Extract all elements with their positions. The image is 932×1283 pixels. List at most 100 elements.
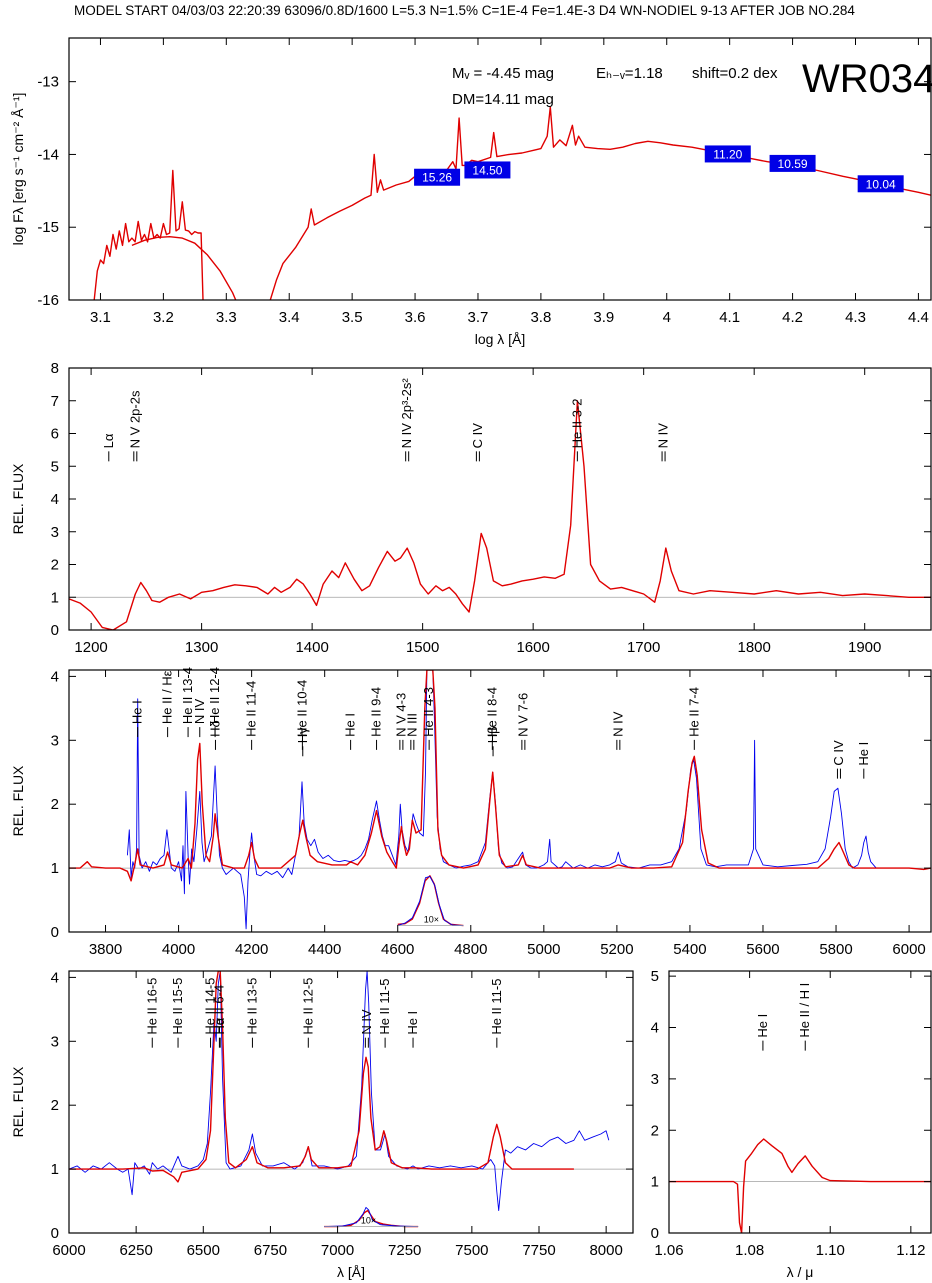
uv-ytick-label-2: 2 [51,557,59,574]
optical-xtick-label-2: 4200 [235,941,268,958]
optical-xtick-label-5: 4800 [454,941,487,958]
mag-label-1: 14.50 [472,163,502,177]
optical-ytick-label-4: 4 [51,668,59,685]
ir-ytick-label-0: 0 [651,1225,659,1242]
sed-series-0 [93,169,204,300]
ir-ytick-label-1: 1 [651,1174,659,1191]
sed-xtick-label-9: 4 [663,309,671,326]
red-line-label-8: He II 11-5 [377,979,392,1035]
optical-xtick-label-1: 4000 [162,941,195,958]
red-xlabel: λ [Å] [337,1264,365,1280]
ir-series-0 [669,1138,931,1233]
sed-series-1 [131,236,237,300]
mag-label-2: 11.20 [713,147,742,161]
optical-inset-label: 10× [424,915,439,925]
sed-ytick-label-0: -13 [37,74,59,91]
ir-ytick-label-4: 4 [651,1020,659,1037]
ir-xtick-label-1: 1.08 [735,1242,764,1259]
optical-xtick-label-0: 3800 [89,941,122,958]
red-ytick-label-4: 4 [51,969,59,986]
sed-xlabel: log λ [Å] [475,331,526,347]
optical-ylabel: REL. FLUX [10,765,26,836]
red-line-label-2: He II 14-5 [203,978,218,1035]
red-ytick-label-2: 2 [51,1097,59,1114]
ir-line-label-0: He I [755,1014,770,1038]
sed-series-2 [269,106,931,300]
uv-panel: 1200 1300 1400 1500 1600 1700 1800 1900 0 1 2 3 4 5 6 7… [10,360,932,656]
optical-line-label-18: He II 7-4 [686,687,701,737]
red-xtick-label-7: 7750 [522,1242,555,1259]
mag-box-1 [464,161,511,179]
optical-line-label-14: He II 8-4 [484,687,499,737]
uv-ytick-label-7: 7 [51,393,59,410]
uv-xtick-label-6: 1800 [737,639,770,656]
optical-xtick-label-7: 5200 [600,941,633,958]
uv-line-label-2: N IV 2p³-2s² [399,378,414,449]
uv-xtick-label-5: 1700 [627,639,660,656]
ir-xlabel: λ / μ [787,1264,814,1280]
optical-line-label-4: He II 12-4 [207,667,222,724]
optical-xtick-label-4: 4600 [381,941,414,958]
optical-line-label-7: He II 10-4 [294,680,309,737]
ir-xtick-label-0: 1.06 [654,1242,683,1259]
uv-ytick-label-0: 0 [51,622,59,639]
red-xtick-label-2: 6500 [187,1242,220,1259]
optical-line-label-6: He II 11-4 [244,681,259,737]
dm-text: DM=14.11 mag [452,91,554,108]
red-xtick-label-1: 6250 [119,1242,152,1259]
sed-xtick-label-0: 3.1 [90,309,111,326]
optical-ytick-label-2: 2 [51,796,59,813]
sed-panel: 3.1 3.2 3.3 3.4 3.5 3.6 3.7 3.8 3.9 4 4.1 4.2 4.3 4.4… [10,37,932,347]
optical-ytick-label-3: 3 [51,732,59,749]
sed-xtick-label-6: 3.7 [468,309,489,326]
ir-ytick-label-2: 2 [651,1122,659,1139]
uv-line-label-0: Lα [101,433,116,448]
red-series-1 [69,971,574,1183]
uv-line-label-4: He II 3-2 [569,398,584,448]
uv-ytick-label-4: 4 [51,491,59,508]
mv-text: Mᵥ = -4.45 mag [452,65,554,82]
mag-label-3: 10.59 [778,157,808,171]
ir-line-label-1: He II / H I [797,983,812,1038]
red-xtick-label-8: 8000 [589,1242,622,1259]
sed-xtick-label-13: 4.4 [908,309,929,326]
ir-axes-frame [668,970,932,1234]
uv-line-label-1: N V 2p-2s [127,390,142,448]
optical-xtick-label-9: 5600 [746,941,779,958]
optical-series-3 [397,875,464,927]
optical-line-label-16: N V 7-6 [515,693,530,737]
uv-xtick-label-4: 1600 [516,639,549,656]
mag-label-4: 10.04 [866,177,896,191]
red-line-label-1: He II 15-5 [170,978,185,1035]
red-line-label-10: He II 11-5 [489,979,504,1035]
sed-xtick-label-3: 3.4 [279,309,300,326]
uv-xtick-label-7: 1900 [848,639,881,656]
red-panel: 10× 6000 6250 6500 6750 7000 7250 7500 7750 8000 0… [10,969,634,1280]
red-ytick-label-0: 0 [51,1225,59,1242]
sed-xtick-label-7: 3.8 [530,309,551,326]
ir-ytick-label-5: 5 [651,968,659,985]
optical-line-label-12: N III [404,713,419,737]
red-xtick-label-0: 6000 [52,1242,85,1259]
sed-xtick-label-5: 3.6 [405,309,426,326]
red-xtick-label-6: 7500 [455,1242,488,1259]
red-line-label-4: Hα [212,1017,227,1034]
sed-ylabel: log Fλ [erg s⁻¹ cm⁻² Å⁻¹] [10,93,26,246]
header-text: MODEL START 04/03/03 22:20:39 63096/0.8D… [74,3,855,18]
sed-xtick-label-12: 4.3 [845,309,866,326]
sed-ytick-label-3: -16 [37,292,59,309]
optical-line-label-5: Hδ [207,720,222,737]
optical-xtick-label-11: 6000 [892,941,925,958]
uv-ytick-label-3: 3 [51,524,59,541]
optical-series-1 [69,670,931,882]
sed-info: Mᵥ = -4.45 mag Eₕ₋ᵥ=1.18 shift=0.2 dex D… [452,57,932,108]
uv-line-label-3: C IV [470,423,485,449]
optical-axes-frame [68,669,932,933]
optical-line-label-2: He II 13-4 [180,667,195,724]
mag-box-3 [769,154,816,172]
sed-xtick-label-1: 3.2 [153,309,174,326]
ir-ytick-label-3: 3 [651,1071,659,1088]
uv-xtick-label-3: 1500 [406,639,439,656]
sed-xtick-label-8: 3.9 [593,309,614,326]
